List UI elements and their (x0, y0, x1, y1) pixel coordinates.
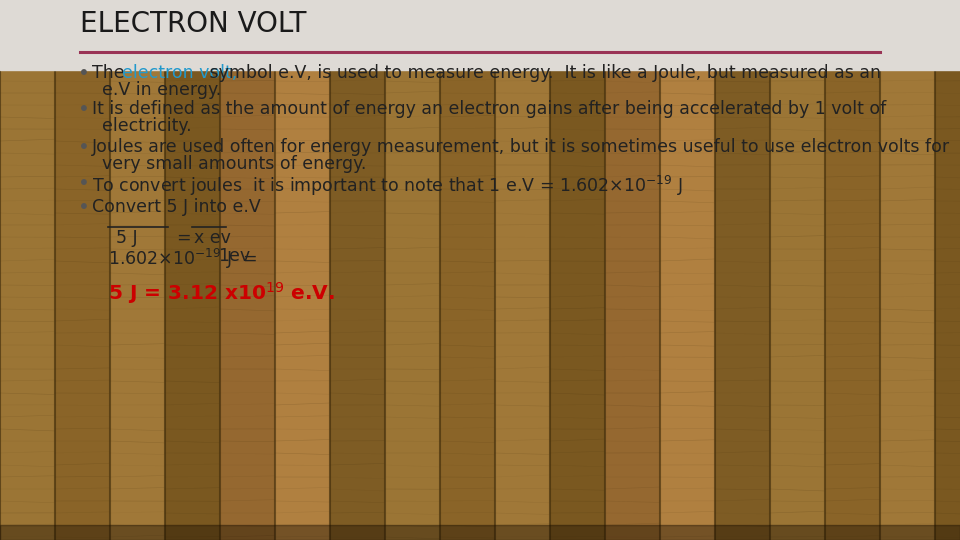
Text: •: • (78, 174, 90, 193)
Bar (0, 70, 960, 540)
Text: •: • (78, 138, 90, 157)
Text: Convert 5 J into e.V: Convert 5 J into e.V (92, 198, 261, 216)
Bar (825, 70, 879, 540)
Bar (330, 70, 384, 540)
Text: The: The (92, 64, 135, 82)
Bar (770, 70, 824, 540)
Bar (880, 70, 934, 540)
Bar (385, 70, 439, 540)
Text: 1ev: 1ev (218, 247, 251, 265)
Text: Joules are used often for energy measurement, but it is sometimes useful to use : Joules are used often for energy measure… (92, 138, 950, 156)
Text: •: • (78, 100, 90, 119)
Bar (550, 70, 604, 540)
Bar (715, 70, 769, 540)
Text: electricity.: electricity. (102, 117, 192, 135)
Text: •: • (78, 198, 90, 217)
Text: x ev: x ev (194, 229, 230, 247)
Text: =: = (176, 229, 191, 247)
Text: very small amounts of energy.: very small amounts of energy. (102, 155, 367, 173)
Bar (0, 70, 54, 540)
Text: It is defined as the amount of energy an electron gains after being accelerated : It is defined as the amount of energy an… (92, 100, 886, 118)
Text: 5 J = 3.12 x10$^{19}$ e.V.: 5 J = 3.12 x10$^{19}$ e.V. (108, 280, 335, 306)
Bar (220, 70, 274, 540)
Bar (935, 70, 960, 540)
Text: 5 J: 5 J (116, 229, 137, 247)
Bar (605, 70, 659, 540)
Text: ELECTRON VOLT: ELECTRON VOLT (80, 10, 306, 38)
Bar (0, 525, 960, 540)
Bar (660, 70, 714, 540)
Text: e.V in energy.: e.V in energy. (102, 81, 221, 99)
Bar (275, 70, 329, 540)
Text: 1.602×10$^{-19}$ J  =: 1.602×10$^{-19}$ J = (108, 247, 257, 271)
Bar (55, 70, 109, 540)
Text: •: • (78, 64, 90, 83)
Bar (495, 70, 549, 540)
Text: electron volt,: electron volt, (122, 64, 237, 82)
Text: To convert joules  it is important to note that 1 e.V = 1.602×10$^{-19}$ J: To convert joules it is important to not… (92, 174, 683, 198)
Bar (440, 70, 494, 540)
Bar (110, 70, 164, 540)
Bar (165, 70, 219, 540)
Bar (0, 0, 960, 70)
Text: symbol e.V, is used to measure energy.  It is like a Joule, but measured as an: symbol e.V, is used to measure energy. I… (204, 64, 881, 82)
Bar (0, 0, 960, 70)
